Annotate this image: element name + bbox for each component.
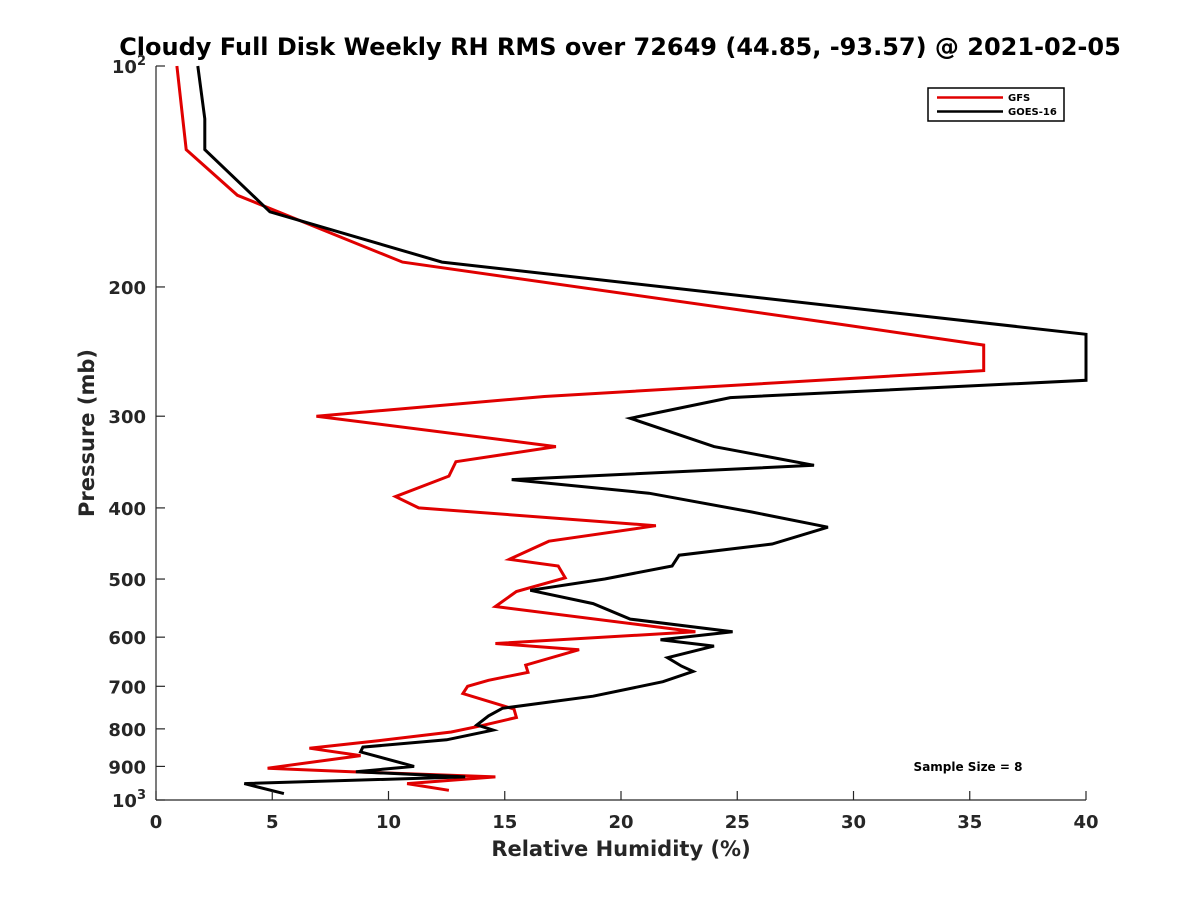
y-tick-label: 600 xyxy=(108,628,146,649)
legend: GFS GOES-16 xyxy=(927,87,1065,122)
x-tick-label: 10 xyxy=(376,812,401,833)
chart-title: Cloudy Full Disk Weekly RH RMS over 7264… xyxy=(119,33,1121,61)
y-tick-label: 700 xyxy=(108,677,146,698)
x-tick-label: 15 xyxy=(492,812,517,833)
x-tick-label: 40 xyxy=(1073,812,1098,833)
x-ticks: 0 5 10 15 20 25 30 35 40 xyxy=(150,791,1099,833)
x-tick-label: 0 xyxy=(150,812,163,833)
legend-box xyxy=(927,87,1065,122)
y-tick-label: 300 xyxy=(108,407,146,428)
y-tick-label: 800 xyxy=(108,720,146,741)
series-line-goes-16 xyxy=(196,65,1088,796)
y-tick-label: 102 xyxy=(112,54,146,78)
x-tick-label: 35 xyxy=(957,812,982,833)
x-tick-label: 30 xyxy=(841,812,866,833)
y-axis-label: Pressure (mb) xyxy=(75,349,99,517)
y-tick-label: 500 xyxy=(108,570,146,591)
x-tick-label: 5 xyxy=(266,812,279,833)
series-line-gfs xyxy=(175,65,986,792)
plot-lines xyxy=(175,65,1088,796)
y-tick-label: 200 xyxy=(108,278,146,299)
y-tick-label: 400 xyxy=(108,499,146,520)
x-tick-label: 20 xyxy=(608,812,633,833)
x-tick-label: 25 xyxy=(725,812,750,833)
y-tick-label: 900 xyxy=(108,757,146,778)
legend-label-gfs: GFS xyxy=(1008,93,1030,104)
y-tick-label: 103 xyxy=(112,788,146,812)
legend-label-goes16: GOES-16 xyxy=(1008,107,1057,118)
x-axis-label: Relative Humidity (%) xyxy=(491,837,750,861)
y-ticks: 102 200 300 400 500 600 700 800 900 103 xyxy=(108,54,165,812)
sample-size-annotation: Sample Size = 8 xyxy=(914,760,1023,774)
